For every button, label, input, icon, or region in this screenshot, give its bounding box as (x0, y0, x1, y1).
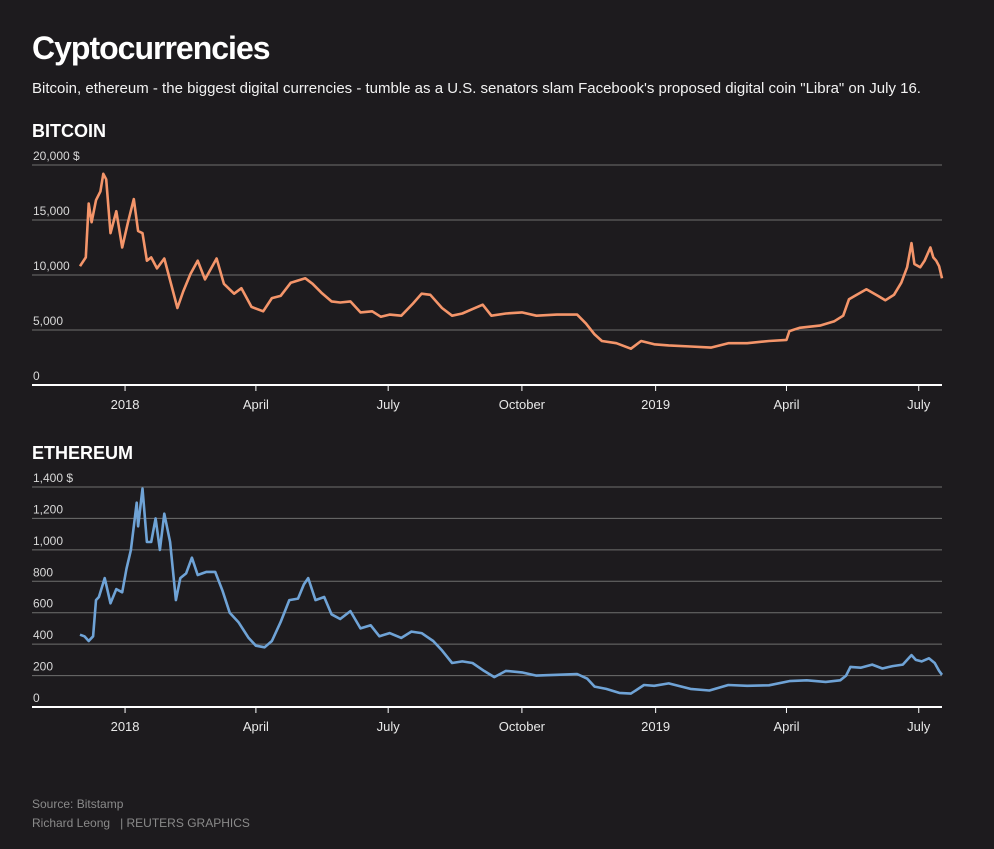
bitcoin-x-tick-label: October (499, 397, 546, 412)
page-title: Cyptocurrencies (32, 30, 271, 66)
bitcoin-y-tick-label: 10,000 (33, 259, 70, 273)
page-subtitle: Bitcoin, ethereum - the biggest digital … (32, 80, 921, 97)
bitcoin-chart-title: BITCOIN (32, 121, 106, 141)
footer-agency: | REUTERS GRAPHICS (120, 816, 250, 830)
ethereum-y-tick-label: 1,000 (33, 534, 63, 548)
ethereum-y-tick-label: 1,200 (33, 502, 63, 516)
footer-source: Source: Bitstamp (32, 797, 124, 811)
ethereum-y-tick-label: 1,400 $ (33, 471, 73, 485)
ethereum-y-tick-label: 800 (33, 565, 53, 579)
ethereum-chart: ETHEREUM 0 200 400 600 800 1,000 1,200 1,400 $ 20… (32, 443, 944, 734)
ethereum-x-tick-label: October (499, 719, 546, 734)
footer-credit: Richard Leong | REUTERS GRAPHICS (32, 816, 250, 830)
ethereum-x-tick-label: 2019 (641, 719, 670, 734)
bitcoin-price-line (78, 172, 944, 350)
ethereum-x-tick-label: July (907, 719, 931, 734)
bitcoin-y-tick-label: 0 (33, 369, 40, 383)
bitcoin-y-tick-label: 20,000 $ (33, 149, 80, 163)
bitcoin-x-tick-label: 2019 (641, 397, 670, 412)
ethereum-x-tick-label: April (243, 719, 269, 734)
bitcoin-y-tick-label: 15,000 (33, 204, 70, 218)
ethereum-price-line (79, 487, 944, 695)
ethereum-y-tick-label: 600 (33, 597, 53, 611)
footer-author: Richard Leong (32, 816, 111, 830)
bitcoin-y-tick-label: 5,000 (33, 314, 63, 328)
ethereum-y-tick-label: 400 (33, 628, 53, 642)
bitcoin-x-tick-label: April (773, 397, 799, 412)
bitcoin-x-tick-label: July (377, 397, 401, 412)
ethereum-x-tick-label: July (377, 719, 401, 734)
ethereum-x-tick-label: April (773, 719, 799, 734)
ethereum-y-tick-label: 200 (33, 660, 53, 674)
ethereum-x-tick-label: 2018 (111, 719, 140, 734)
ethereum-chart-title: ETHEREUM (32, 443, 133, 463)
bitcoin-x-tick-label: April (243, 397, 269, 412)
bitcoin-chart: BITCOIN 0 5,000 10,000 15,000 20,000 $ 2018 Apr… (32, 121, 944, 412)
ethereum-y-tick-label: 0 (33, 691, 40, 705)
bitcoin-x-tick-label: 2018 (111, 397, 140, 412)
bitcoin-x-tick-label: July (907, 397, 931, 412)
